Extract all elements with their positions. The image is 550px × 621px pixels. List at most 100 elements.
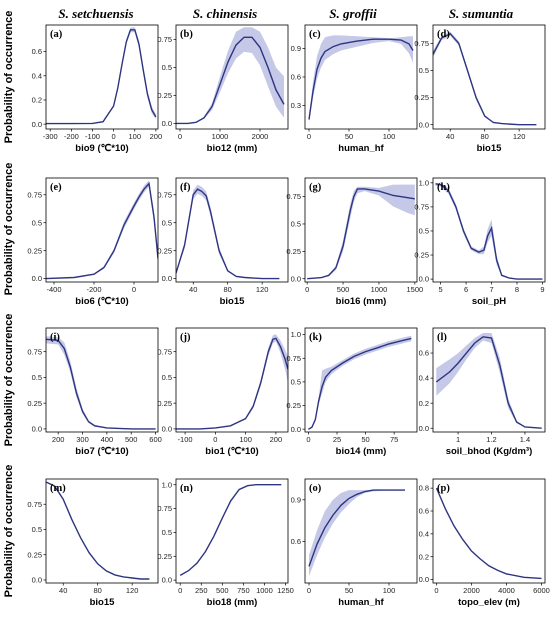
y-tick-label: 0.9	[291, 44, 301, 53]
panel-p-label: (p)	[437, 483, 450, 494]
x-tick-label: 120	[256, 285, 269, 294]
x-tick-label: 1500	[407, 285, 424, 294]
x-tick-label: -200	[64, 132, 79, 141]
panel-f-label: (f)	[180, 182, 191, 193]
panel-i: 200 300 400 500 600 0.0 0.25 0.5 0.75 (i) bio7 (℃*…	[27, 327, 162, 457]
x-tick-label: 600	[149, 435, 162, 444]
panel-a-plot	[46, 27, 157, 125]
panel-b-frame	[175, 24, 289, 130]
y-tick-label: 0.9	[291, 495, 301, 504]
x-tick-label: 1000	[371, 285, 388, 294]
x-tick-label: 25	[333, 435, 341, 444]
panel-j-label: (j)	[180, 332, 191, 343]
y-tick-label: 0.6	[32, 47, 42, 56]
x-tick-label: 0	[307, 586, 311, 595]
panel-a: -300 -200 -100 0 100 200 0.0 0.2 0.4 0.6 (a) bio9 (…	[32, 24, 162, 154]
y-tick-label: 0.4	[419, 529, 429, 538]
y-tick-label: 0.6	[419, 349, 429, 358]
y-tick-label: 0.0	[32, 576, 42, 585]
panel-e-response-curve	[46, 182, 158, 280]
y-tick-label: 0.25	[157, 552, 172, 561]
panel-k-frame	[304, 327, 418, 433]
row-1-ylabel: Probability of occurrence	[3, 11, 15, 144]
panel-f-confidence-band	[176, 184, 280, 279]
panel-g-confidence-band	[307, 184, 415, 279]
x-tick-label: 100	[239, 435, 252, 444]
panel-d-response-curve	[433, 32, 537, 126]
panel-p-response-curve	[435, 487, 542, 580]
x-tick-label: 0	[307, 132, 311, 141]
y-tick-label: 0.5	[162, 373, 172, 382]
panel-j-xlabel: bio1 (℃*10)	[205, 446, 258, 457]
panel-k-xlabel: bio14 (mm)	[336, 446, 387, 457]
x-tick-label: 2000	[463, 586, 480, 595]
x-tick-label: 1	[456, 435, 460, 444]
panel-n-response-curve	[179, 484, 282, 577]
x-tick-label: 0	[213, 435, 217, 444]
panel-d-confidence-band	[433, 31, 537, 125]
y-tick-label: 0.0	[419, 275, 429, 284]
y-tick-label: 0.75	[27, 190, 42, 199]
row-3-ylabel: Probability of occurrence	[3, 314, 15, 447]
y-tick-label: 0.25	[27, 399, 42, 408]
panel-d-plot	[433, 31, 537, 126]
y-tick-label: 0.0	[162, 119, 172, 128]
y-tick-label: 0.75	[414, 202, 429, 211]
panel-f-plot	[176, 184, 280, 280]
y-tick-label: 0.6	[291, 537, 301, 546]
panel-a-confidence-band	[46, 27, 156, 124]
panel-l: 1 1.2 1.4 0.0 0.2 0.4 0.6 (l) soil_bhod (Kg/dm³)	[419, 327, 546, 457]
panel-d: 40 80 120 0.0 0.25 0.5 0.75 (d) bio15	[414, 24, 546, 154]
row-4-ylabel: Probability of occurrence	[3, 465, 15, 598]
y-tick-label: 0.25	[157, 246, 172, 255]
panel-e-xlabel: bio6 (℃*10)	[75, 296, 128, 307]
x-tick-label: 50	[361, 435, 369, 444]
panel-l-label: (l)	[437, 332, 447, 343]
y-tick-label: 0.5	[291, 377, 301, 386]
panel-a-response-curve	[46, 29, 157, 125]
y-tick-label: 0.0	[291, 274, 301, 283]
panel-o-xlabel: human_hf	[338, 597, 384, 608]
y-tick-label: 0.0	[162, 576, 172, 585]
x-tick-label: 1.4	[520, 435, 530, 444]
column-title-4: S. sumuntia	[449, 6, 514, 21]
x-tick-label: 5	[439, 285, 443, 294]
column-titles: S. setchuensis S. chinensis S. groffii S…	[58, 6, 513, 21]
panel-o-confidence-band	[309, 490, 405, 577]
y-tick-label: 0.5	[162, 528, 172, 537]
y-tick-label: 0.75	[27, 500, 42, 509]
panel-a-label: (a)	[50, 29, 63, 40]
panel-a-xlabel: bio9 (℃*10)	[75, 143, 128, 154]
y-tick-label: 0.5	[419, 227, 429, 236]
panel-o-response-curve	[308, 489, 405, 567]
panel-m-plot	[46, 481, 150, 580]
panel-h-label: (h)	[437, 182, 450, 193]
y-tick-label: 0.0	[32, 274, 42, 283]
panel-j-response-curve	[176, 337, 288, 430]
x-tick-label: 7	[489, 285, 493, 294]
y-tick-label: 0.6	[291, 73, 301, 82]
y-tick-label: 0.75	[157, 347, 172, 356]
y-tick-label: 1.0	[419, 178, 429, 187]
panel-m-label: (m)	[50, 483, 66, 494]
y-tick-label: 0.0	[32, 425, 42, 434]
panel-h-xlabel: soil_pH	[472, 296, 506, 307]
x-tick-label: 0	[178, 586, 182, 595]
y-tick-label: 0.75	[157, 35, 172, 44]
panel-d-label: (d)	[437, 29, 450, 40]
y-tick-label: 0.75	[27, 347, 42, 356]
panel-g-frame	[304, 177, 418, 283]
panel-o-plot	[308, 489, 405, 577]
panel-j-frame	[175, 327, 289, 433]
y-tick-label: 0.5	[32, 218, 42, 227]
x-tick-label: 0	[434, 586, 438, 595]
x-tick-label: 200	[270, 435, 283, 444]
panel-l-response-curve	[435, 336, 542, 429]
x-tick-label: 0	[178, 132, 182, 141]
y-tick-label: 0.2	[419, 399, 429, 408]
y-tick-label: 0.6	[419, 507, 429, 516]
x-tick-label: 500	[337, 285, 350, 294]
panel-p-plot	[435, 487, 542, 580]
x-tick-label: -300	[43, 132, 58, 141]
